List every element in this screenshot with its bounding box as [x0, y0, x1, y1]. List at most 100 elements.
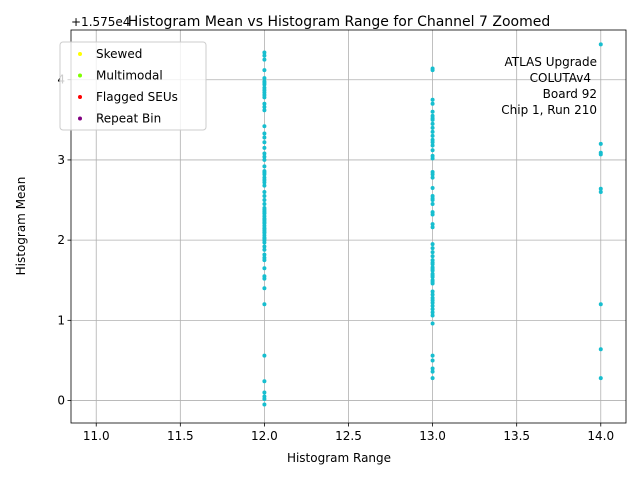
data-point: [262, 402, 267, 407]
data-point: [262, 50, 267, 55]
data-point: [262, 207, 267, 212]
y-tick-label: 3: [57, 153, 65, 167]
legend: Skewed Multimodal Flagged SEUs Repeat Bin: [59, 41, 207, 131]
annotation-line-2: COLUTAv4: [530, 71, 591, 85]
data-point: [262, 101, 267, 106]
data-point: [262, 210, 267, 215]
data-point: [262, 76, 267, 81]
data-point: [262, 217, 267, 222]
x-axis-ticks: 11.0 11.5 12.0 12.5 13.0 13.5 14.0: [83, 423, 614, 443]
legend-label: Flagged SEUs: [96, 90, 178, 104]
data-point: [262, 198, 267, 203]
data-point: [430, 279, 435, 284]
data-point: [430, 289, 435, 294]
data-point: [262, 180, 267, 185]
data-point: [430, 196, 435, 201]
legend-label: Multimodal: [96, 69, 163, 83]
data-point: [262, 396, 267, 401]
data-point: [430, 101, 435, 106]
data-point: [262, 244, 267, 249]
data-point: [430, 175, 435, 180]
data-point: [262, 226, 267, 231]
data-point: [430, 366, 435, 371]
legend-marker: [78, 95, 82, 99]
data-point: [598, 42, 603, 47]
legend-label: Skewed: [96, 47, 142, 61]
annotation-line-1: ATLAS Upgrade: [504, 55, 597, 69]
data-point: [598, 152, 603, 157]
data-point: [262, 80, 267, 85]
x-tick-label: 12.5: [335, 429, 362, 443]
data-point: [262, 236, 267, 241]
data-point: [430, 109, 435, 114]
data-point: [262, 154, 267, 159]
data-point: [262, 240, 267, 245]
data-point: [430, 133, 435, 138]
data-point: [262, 258, 267, 263]
data-point: [430, 97, 435, 102]
data-point: [262, 53, 267, 58]
data-point: [430, 68, 435, 73]
legend-marker: [78, 116, 82, 121]
data-point: [262, 202, 267, 207]
data-point: [430, 246, 435, 251]
data-point: [262, 190, 267, 195]
data-point: [262, 108, 267, 113]
data-point: [430, 376, 435, 381]
legend-marker: [78, 73, 82, 78]
data-point: [430, 121, 435, 126]
data-point: [430, 310, 435, 315]
y-axis-label: Histogram Mean: [14, 177, 28, 276]
data-point: [430, 143, 435, 148]
data-point: [430, 298, 435, 303]
data-point: [430, 156, 435, 161]
data-point: [262, 131, 267, 136]
data-point: [430, 140, 435, 145]
data-point: [262, 230, 267, 235]
data-point: [262, 145, 267, 150]
data-point: [598, 302, 603, 307]
annotation-line-4: Chip 1, Run 210: [501, 103, 597, 117]
data-point: [262, 353, 267, 358]
legend-box: [59, 41, 207, 131]
data-point: [598, 347, 603, 352]
x-tick-label: 13.0: [419, 429, 446, 443]
data-point: [430, 250, 435, 255]
data-point: [598, 186, 603, 191]
data-point: [430, 212, 435, 217]
data-point: [430, 303, 435, 308]
y-axis-offset-label: +1.575e4: [71, 15, 130, 29]
y-tick-label: 0: [57, 394, 65, 408]
data-point: [430, 116, 435, 121]
data-point: [598, 376, 603, 381]
y-tick-label: 1: [57, 313, 65, 327]
x-tick-label: 11.5: [167, 429, 194, 443]
data-point: [430, 202, 435, 207]
data-point: [262, 379, 267, 384]
data-point: [430, 353, 435, 358]
data-point: [430, 369, 435, 374]
legend-marker: [78, 52, 82, 56]
data-point: [430, 292, 435, 297]
data-point: [262, 151, 267, 156]
data-point: [430, 260, 435, 265]
data-point: [262, 135, 267, 140]
data-point: [262, 164, 267, 169]
x-tick-label: 14.0: [587, 429, 614, 443]
data-point: [430, 358, 435, 363]
data-point: [262, 95, 267, 100]
data-point: [262, 276, 267, 281]
data-point: [430, 313, 435, 318]
data-point: [262, 286, 267, 291]
data-point: [262, 57, 267, 62]
data-points: [262, 42, 603, 407]
data-point: [430, 125, 435, 130]
data-point: [262, 157, 267, 162]
data-point: [262, 390, 267, 395]
x-axis-label: Histogram Range: [287, 451, 391, 465]
x-tick-label: 11.0: [83, 429, 110, 443]
data-point: [598, 141, 603, 146]
chart-title: Histogram Mean vs Histogram Range for Ch…: [128, 14, 550, 30]
data-point: [430, 267, 435, 272]
